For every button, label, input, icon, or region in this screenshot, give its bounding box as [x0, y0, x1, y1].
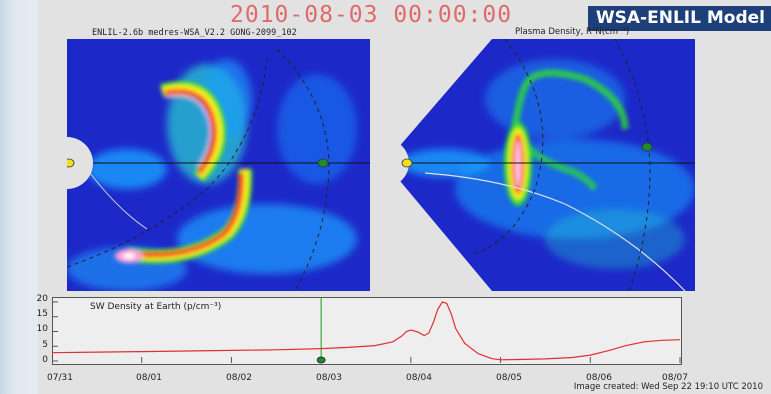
density-line-chart	[52, 297, 681, 364]
x-tick-label: 08/06	[586, 373, 612, 383]
colorbar-title: Plasma Density, R²N(cm⁻³)	[515, 27, 630, 37]
meridional-density-map	[385, 39, 695, 291]
x-tick-label: 08/05	[496, 373, 522, 383]
x-tick-label: 07/31	[47, 373, 73, 383]
x-tick-label: 08/02	[226, 373, 252, 383]
x-tick-label: 08/01	[136, 373, 162, 383]
timestamp-title: 2010-08-03 00:00:00	[230, 2, 513, 28]
image-created-label: Image created: Wed Sep 22 19:10 UTC 2010	[573, 382, 763, 392]
y-tick-label: 15	[36, 309, 48, 319]
sun-marker	[401, 158, 413, 168]
y-tick-label: 0	[42, 355, 48, 365]
earth-marker	[641, 142, 653, 152]
model-brand-label: WSA-ENLIL Model	[587, 6, 771, 31]
y-tick-label: 20	[36, 294, 48, 304]
x-tick-label: 08/07	[662, 373, 688, 383]
density-series-line	[52, 301, 681, 361]
x-tick-label: 08/03	[316, 373, 342, 383]
earth-marker	[317, 158, 329, 168]
y-tick-label: 10	[36, 324, 48, 334]
ecliptic-density-map	[67, 39, 370, 291]
plot-title: SW Density at Earth (p/cm⁻³)	[90, 302, 222, 312]
run-label: ENLIL-2.6b medres-WSA_V2.2 GONG-2099_102	[92, 28, 297, 38]
sun-marker	[67, 158, 75, 168]
y-tick-label: 5	[42, 340, 48, 350]
x-tick-label: 08/04	[406, 373, 432, 383]
current-time-dot	[316, 356, 326, 364]
density-timeseries-plot	[52, 297, 682, 365]
